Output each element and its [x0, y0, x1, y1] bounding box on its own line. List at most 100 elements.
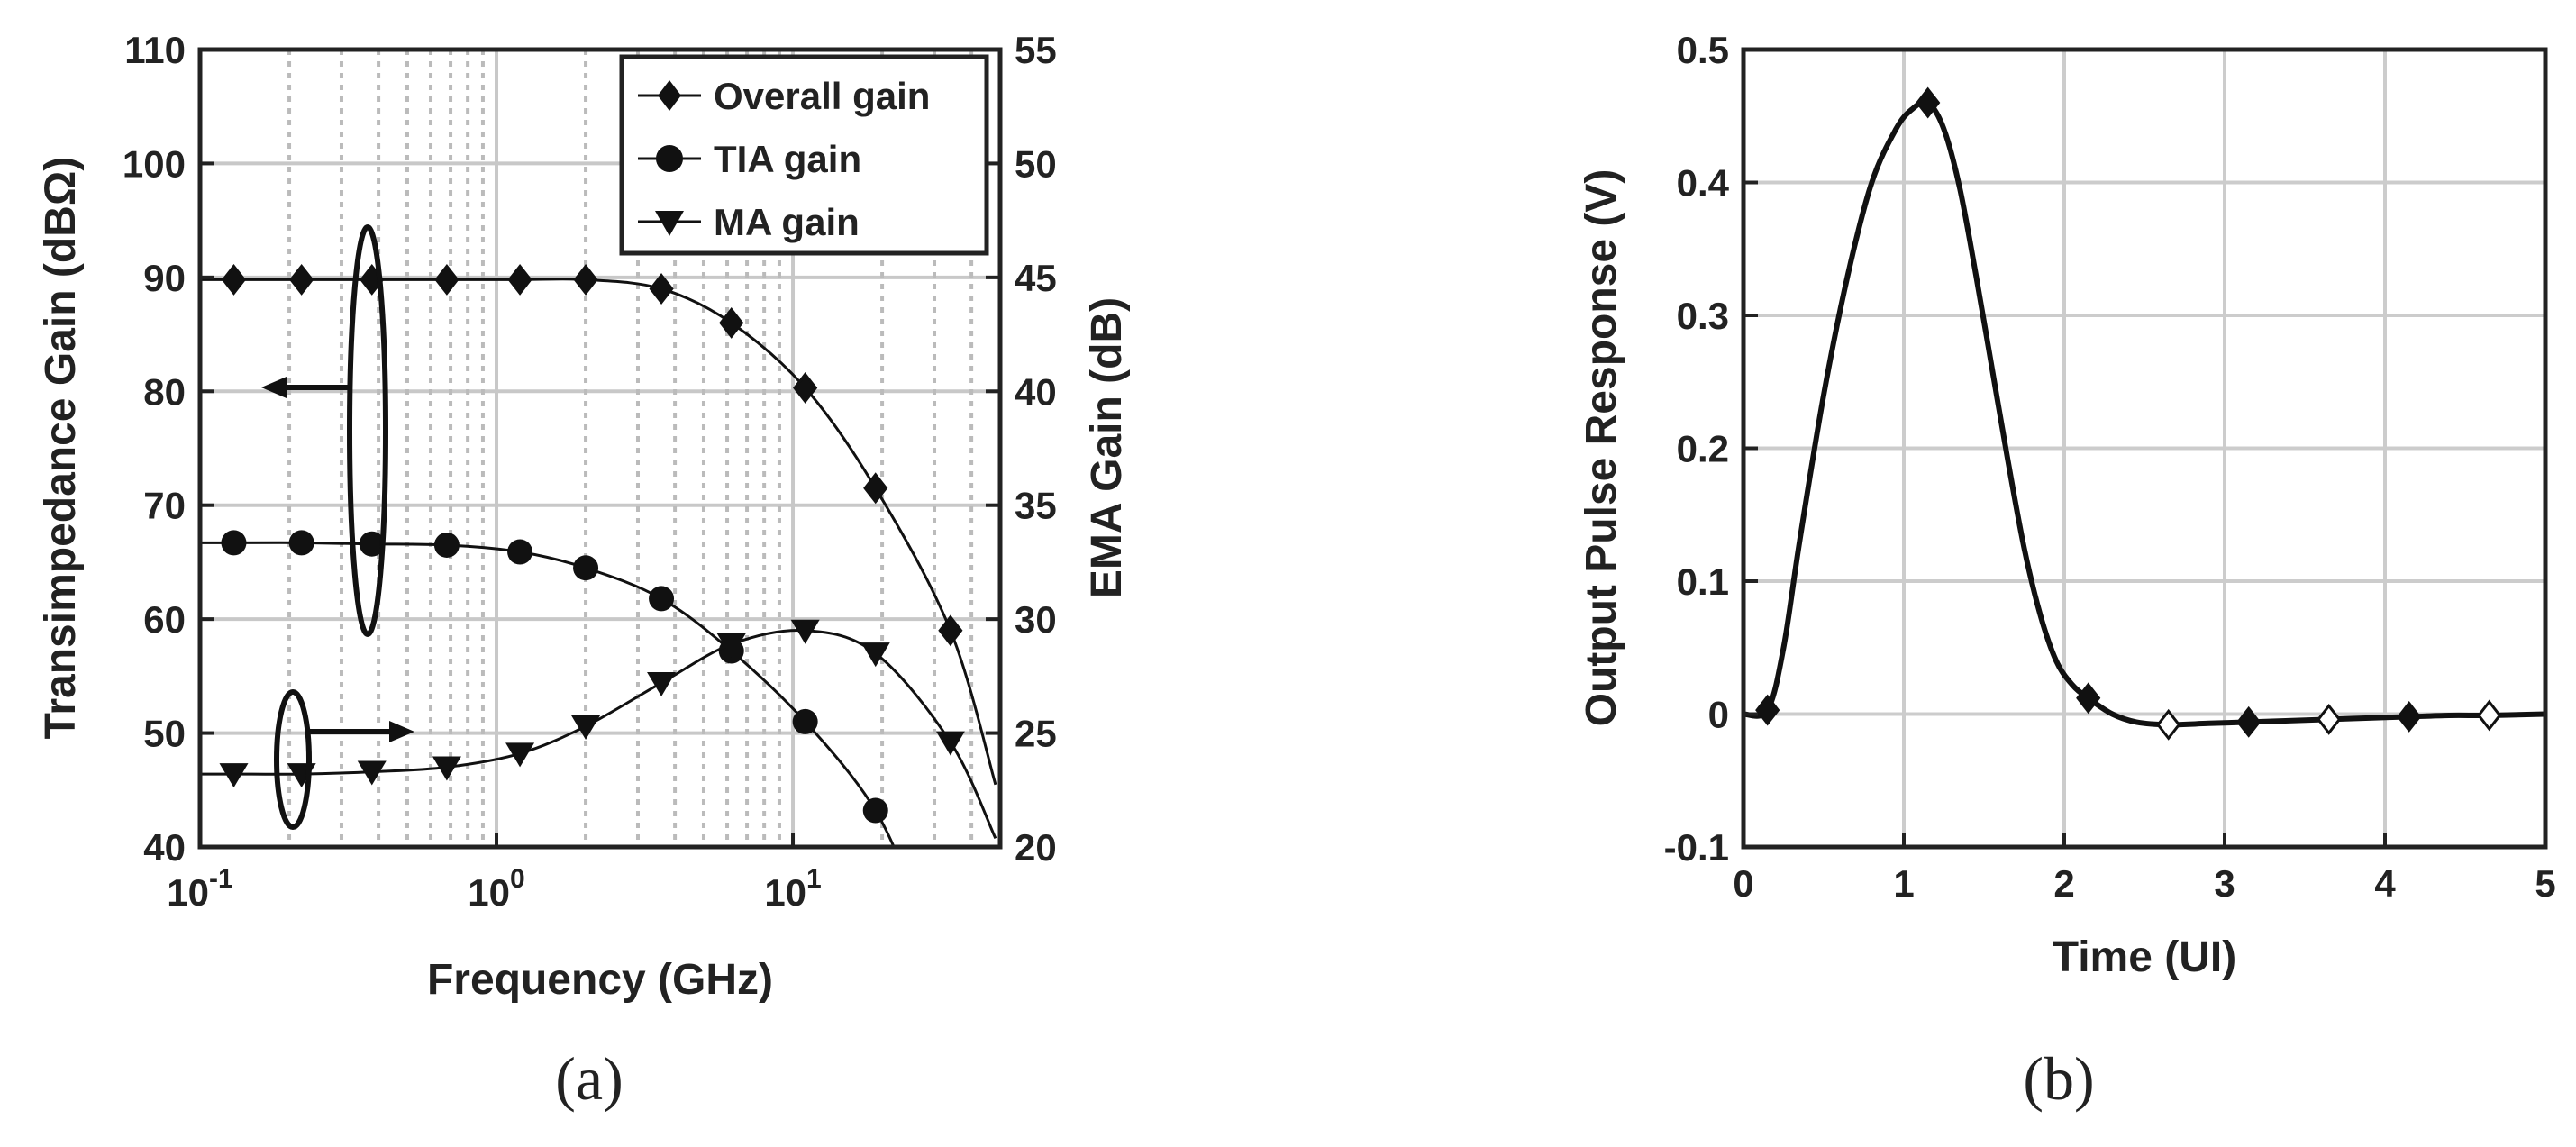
y-tick-label: 0.1 — [1677, 560, 1729, 603]
x-tick-label: 100 — [468, 864, 524, 914]
x-tick-label: 2 — [2053, 862, 2074, 905]
data-point-filled — [2397, 701, 2422, 733]
data-point-open — [2317, 703, 2342, 735]
chart-a-right-y-axis-label: EMA Gain (dB) — [1083, 297, 1131, 598]
y-tick-label-right: 45 — [1015, 257, 1057, 299]
data-point-ma-gain — [647, 671, 677, 696]
right-axis-arrow-head — [389, 721, 414, 742]
panel-label-b: (b) — [2023, 1044, 2094, 1113]
data-point-tia-gain — [433, 532, 460, 558]
y-tick-label-right: 25 — [1015, 713, 1057, 755]
data-point-tia-gain — [221, 530, 247, 556]
x-tick-label: 4 — [2374, 862, 2396, 905]
y-tick-label-left: 80 — [143, 370, 186, 413]
data-point-filled — [2076, 682, 2101, 715]
data-point-tia-gain — [507, 539, 533, 565]
y-tick-label-left: 90 — [143, 257, 186, 299]
data-point-overall-gain — [289, 263, 314, 296]
y-tick-label-right: 50 — [1015, 142, 1057, 185]
data-point-filled — [2236, 705, 2262, 738]
y-tick-label-left: 40 — [143, 826, 186, 869]
legend-marker-diamond — [658, 80, 681, 111]
data-point-ma-gain — [716, 633, 746, 658]
chart-b-ticks: 0 1 2 3 4 5-0.100.10.20.30.40.5 — [1664, 29, 2556, 905]
chart-b: 0 1 2 3 4 5-0.100.10.20.30.40.5 Time (UI) Out… — [1578, 29, 2556, 1113]
chart-a-legend: Overall gain TIA gain MA gain — [619, 54, 989, 256]
legend-marker-triangle — [655, 211, 684, 236]
y-tick-label-left: 70 — [143, 485, 186, 527]
chart-a-series — [200, 263, 997, 847]
series-line-overall-gain — [200, 278, 997, 786]
series-line-ma-gain — [200, 629, 997, 840]
data-point-overall-gain — [793, 372, 818, 404]
y-tick-label-right: 30 — [1015, 598, 1057, 641]
y-tick-label: 0.4 — [1677, 162, 1730, 205]
chart-b-x-axis-label: Time (UI) — [2053, 933, 2236, 981]
data-point-overall-gain — [719, 306, 744, 339]
data-point-ma-gain — [860, 642, 890, 668]
data-point-ma-gain — [790, 619, 820, 644]
legend-label-tia: TIA gain — [714, 138, 861, 180]
y-tick-label: 0.2 — [1677, 428, 1729, 470]
data-point-filled — [1916, 86, 1941, 119]
data-point-overall-gain — [863, 472, 888, 505]
chart-a-series-body — [200, 263, 997, 847]
chart-b-series-body — [1743, 86, 2545, 741]
data-point-ma-gain — [219, 763, 249, 788]
x-tick-label: 0 — [1733, 862, 1753, 905]
pulse-response-curve — [1743, 98, 2545, 728]
chart-a-ticks: 40 50 60 70 80 90 100 110 20 25 30 35 40 45 50 55 10-1 10… — [123, 29, 1057, 914]
data-point-open — [2477, 699, 2502, 732]
y-tick-label: 0.5 — [1677, 29, 1729, 71]
data-point-tia-gain — [649, 586, 675, 612]
data-point-tia-gain — [792, 708, 818, 734]
x-tick-label: 10-1 — [167, 864, 232, 914]
chart-b-y-axis-label: Output Pulse Response (V) — [1578, 169, 1625, 727]
y-tick-label: -0.1 — [1664, 826, 1729, 869]
y-tick-label-right: 55 — [1015, 29, 1057, 71]
chart-a-frame — [197, 47, 1003, 850]
data-point-ma-gain — [505, 742, 535, 768]
x-tick-label: 3 — [2214, 862, 2235, 905]
legend-marker-circle — [656, 145, 683, 172]
data-point-overall-gain — [938, 614, 963, 647]
data-point-overall-gain — [649, 273, 674, 305]
data-point-overall-gain — [573, 263, 598, 296]
y-tick-label-right: 35 — [1015, 485, 1057, 527]
y-tick-label-left: 100 — [123, 142, 186, 185]
data-point-overall-gain — [221, 263, 247, 296]
legend-label-ma: MA gain — [714, 201, 860, 243]
chart-b-series — [1743, 86, 2545, 741]
y-tick-label-right: 20 — [1015, 826, 1057, 869]
data-point-overall-gain — [507, 263, 532, 296]
x-tick-label: 5 — [2535, 862, 2555, 905]
legend-label-overall: Overall gain — [714, 75, 930, 117]
x-tick-label: 101 — [764, 864, 821, 914]
x-tick-label: 1 — [1893, 862, 1914, 905]
left-axis-arrow-head — [261, 377, 287, 398]
data-point-tia-gain — [573, 555, 599, 581]
y-tick-label-left: 60 — [143, 598, 186, 641]
y-tick-label-left: 50 — [143, 713, 186, 755]
data-point-ma-gain — [571, 715, 601, 740]
chart-a: 40 50 60 70 80 90 100 110 20 25 30 35 40 45 50 55 10-1 10… — [37, 29, 1131, 1113]
data-point-tia-gain — [359, 531, 385, 557]
y-tick-label-right: 40 — [1015, 370, 1057, 413]
data-point-ma-gain — [357, 760, 387, 786]
y-tick-label-left: 110 — [124, 29, 186, 71]
y-tick-label: 0.3 — [1677, 295, 1729, 337]
data-point-tia-gain — [862, 797, 888, 824]
data-point-overall-gain — [434, 263, 460, 296]
chart-a-left-y-axis-label: Transimpedance Gain (dBΩ) — [37, 157, 85, 740]
data-point-tia-gain — [288, 530, 314, 556]
chart-a-x-axis-label: Frequency (GHz) — [427, 956, 773, 1004]
data-point-filled — [1755, 694, 1780, 726]
y-tick-label: 0 — [1708, 694, 1729, 736]
data-point-ma-gain — [935, 731, 965, 756]
data-point-open — [2156, 708, 2181, 741]
data-point-ma-gain — [432, 756, 461, 781]
left-axis-group-ellipse — [347, 224, 388, 637]
right-axis-group-ellipse — [274, 689, 312, 830]
panel-label-a: (a) — [555, 1044, 623, 1113]
